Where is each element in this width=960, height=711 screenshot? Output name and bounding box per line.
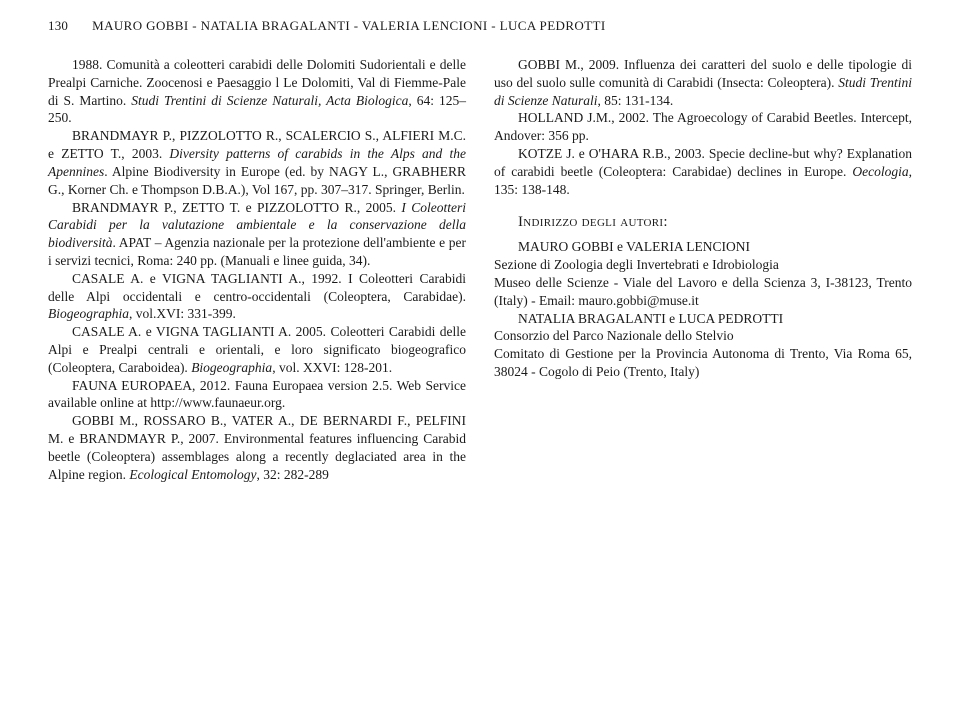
right-column: GOBBI M., 2009. Influenza dei caratteri … — [494, 56, 912, 484]
authors-section-title: Indirizzo degli autori: — [494, 213, 912, 233]
page-container: 130 MAURO GOBBI - NATALIA BRAGALANTI - V… — [0, 0, 960, 508]
reference-entry: BRANDMAYR P., ZETTO T. e PIZZOLOTTO R., … — [48, 199, 466, 270]
reference-entry: 1988. Comunità a coleotteri carabidi del… — [48, 56, 466, 127]
author-line: Comitato di Gestione per la Provincia Au… — [494, 345, 912, 381]
page-number: 130 — [48, 18, 68, 34]
author-line: Museo delle Scienze - Viale del Lavoro e… — [494, 274, 912, 310]
author-line: MAURO GOBBI e VALERIA LENCIONI — [494, 238, 912, 256]
author-line: Sezione di Zoologia degli Invertebrati e… — [494, 256, 912, 274]
reference-entry: FAUNA EUROPAEA, 2012. Fauna Europaea ver… — [48, 377, 466, 413]
reference-entry: BRANDMAYR P., PIZZOLOTTO R., SCALERCIO S… — [48, 127, 466, 198]
page-header: 130 MAURO GOBBI - NATALIA BRAGALANTI - V… — [48, 18, 912, 34]
reference-entry: CASALE A. e VIGNA TAGLIANTI A., 1992. I … — [48, 270, 466, 323]
running-title: MAURO GOBBI - NATALIA BRAGALANTI - VALER… — [92, 18, 605, 34]
text-columns: 1988. Comunità a coleotteri carabidi del… — [48, 56, 912, 484]
reference-entry: GOBBI M., ROSSARO B., VATER A., DE BERNA… — [48, 412, 466, 483]
author-line: Consorzio del Parco Nazionale dello Stel… — [494, 327, 912, 345]
author-line: NATALIA BRAGALANTI e LUCA PEDROTTI — [494, 310, 912, 328]
reference-entry: HOLLAND J.M., 2002. The Agroecology of C… — [494, 109, 912, 145]
reference-entry: GOBBI M., 2009. Influenza dei caratteri … — [494, 56, 912, 109]
left-column: 1988. Comunità a coleotteri carabidi del… — [48, 56, 466, 484]
reference-entry: CASALE A. e VIGNA TAGLIANTI A. 2005. Col… — [48, 323, 466, 376]
reference-entry: KOTZE J. e O'HARA R.B., 2003. Specie dec… — [494, 145, 912, 198]
